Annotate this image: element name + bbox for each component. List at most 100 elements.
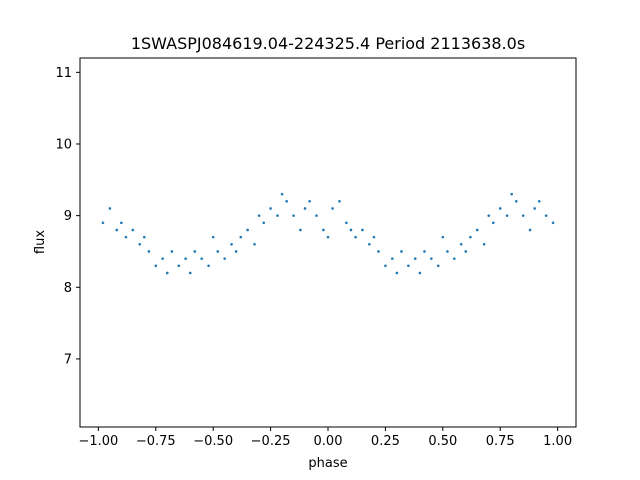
data-point (544, 214, 548, 217)
x-axis-ticks: −1.00 −0.75 −0.50 −0.25 0.00 0.25 0.50 0.75 1.00 (78, 427, 572, 449)
data-point (223, 257, 226, 260)
data-point (418, 271, 422, 275)
data-point (108, 207, 112, 210)
data-point (533, 207, 536, 210)
data-point (528, 228, 532, 232)
data-point (143, 235, 146, 239)
data-point (131, 228, 135, 232)
data-point (308, 200, 311, 203)
data-point (322, 228, 325, 232)
data-point (262, 221, 266, 225)
data-point (430, 257, 433, 260)
data-point (384, 264, 387, 268)
data-point (101, 221, 105, 225)
data-point (147, 250, 151, 253)
data-point (124, 235, 128, 239)
y-axis-label: flux (33, 230, 48, 254)
data-point (395, 271, 399, 275)
data-point (354, 235, 357, 239)
data-point (280, 192, 284, 196)
x-tick-label: 1.00 (543, 434, 572, 449)
data-point (482, 242, 486, 246)
data-point (234, 250, 238, 253)
data-point (315, 214, 318, 217)
data-point (510, 192, 513, 196)
data-point (170, 250, 174, 253)
data-point (391, 257, 394, 260)
x-tick-label: −0.25 (251, 434, 291, 449)
data-point (285, 200, 288, 203)
data-point (230, 242, 233, 246)
data-points (101, 192, 555, 275)
y-axis-ticks: 7 8 9 10 11 (55, 66, 80, 367)
x-tick-label: 0.25 (371, 434, 400, 449)
data-point (188, 271, 192, 275)
data-point (551, 221, 555, 225)
data-point (216, 250, 220, 253)
data-point (464, 250, 468, 253)
data-point (115, 228, 119, 232)
data-point (165, 271, 169, 275)
x-tick-label: −0.50 (193, 434, 233, 449)
data-point (338, 200, 341, 203)
data-point (413, 257, 417, 260)
data-point (345, 221, 348, 225)
data-point (487, 214, 491, 217)
data-point (453, 257, 456, 260)
data-point (521, 214, 525, 217)
data-point (436, 264, 440, 268)
data-point (184, 257, 187, 260)
x-axis-label: phase (308, 456, 347, 471)
data-point (459, 242, 463, 246)
data-point (138, 242, 141, 246)
data-point (407, 264, 410, 268)
data-point (475, 228, 479, 232)
data-point (276, 214, 279, 217)
data-point (368, 242, 371, 246)
data-point (331, 207, 334, 210)
data-point (400, 250, 403, 253)
x-tick-label: −0.75 (136, 434, 176, 449)
data-point (377, 250, 380, 253)
data-point (492, 221, 495, 225)
data-point (257, 214, 261, 217)
data-point (120, 221, 123, 225)
data-point (446, 250, 449, 253)
data-point (193, 250, 197, 253)
data-point (498, 207, 502, 210)
x-tick-label: −1.00 (78, 434, 118, 449)
y-tick-label: 10 (55, 137, 72, 152)
data-point (505, 214, 509, 217)
data-point (423, 250, 426, 253)
chart-title: 1SWASPJ084619.04-224325.4 Period 2113638… (131, 34, 525, 53)
data-point (253, 242, 256, 246)
data-point (161, 257, 164, 260)
data-point (299, 228, 302, 232)
data-point (349, 228, 353, 232)
data-point (246, 228, 249, 232)
data-point (361, 228, 364, 232)
data-point (239, 235, 243, 239)
data-point (269, 207, 272, 210)
data-point (303, 207, 307, 210)
data-point (211, 235, 215, 239)
y-tick-label: 7 (64, 352, 72, 367)
y-tick-label: 11 (55, 66, 72, 81)
y-tick-label: 8 (64, 281, 72, 296)
data-point (200, 257, 203, 260)
x-tick-label: 0.50 (428, 434, 457, 449)
data-point (292, 214, 295, 217)
data-point (372, 235, 376, 239)
data-point (441, 235, 445, 239)
data-point (207, 264, 210, 268)
data-point (469, 235, 472, 239)
x-tick-label: 0.75 (486, 434, 515, 449)
data-point (326, 235, 330, 239)
y-tick-label: 9 (64, 209, 72, 224)
data-point (154, 264, 158, 268)
x-tick-label: 0.00 (314, 434, 343, 449)
data-point (177, 264, 181, 268)
data-point (515, 200, 518, 203)
